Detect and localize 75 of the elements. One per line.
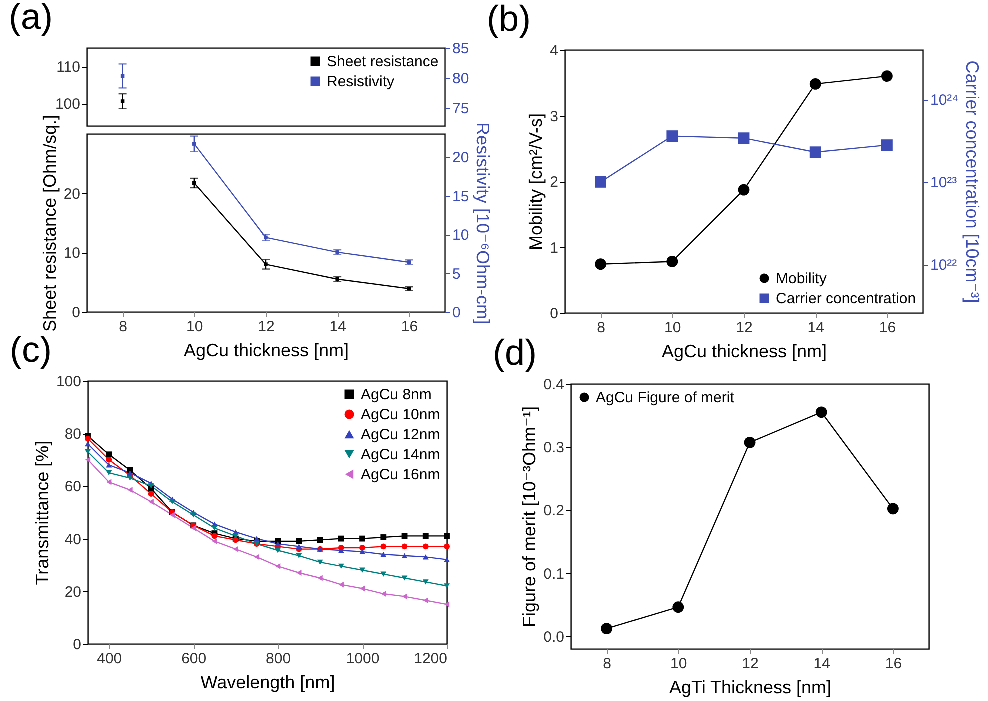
- legend-label: AgCu 10nm: [361, 406, 440, 424]
- y-tick-label: 0: [72, 304, 80, 322]
- x-tick-label: 14: [814, 656, 830, 672]
- y-tick-label: 40: [64, 531, 82, 548]
- x-tick-label: 1200: [414, 650, 448, 668]
- legend-label: Mobility: [776, 270, 828, 288]
- x-tick-label: 14: [330, 318, 346, 336]
- chart-title: (d): [493, 332, 537, 373]
- y2-tick-label: 10: [452, 227, 470, 244]
- y-axis-title: Sheet resistance [Ohm/sq.]: [40, 114, 60, 332]
- y-tick-label: 4: [550, 42, 558, 60]
- y-tick-label: 0.0: [544, 628, 564, 646]
- y-tick-label: 0: [550, 306, 558, 322]
- y-tick-label: 0.1: [544, 566, 564, 583]
- x-axis-title: AgTi Thickness [nm]: [669, 678, 832, 698]
- y-tick-label: 80: [64, 426, 82, 444]
- legend-label: AgCu 16nm: [361, 466, 440, 484]
- y2-axis-title: Carrier concentration [10cm⁻³]: [962, 60, 983, 304]
- x-tick-label: 10: [670, 656, 688, 672]
- y-tick-label: 0.4: [544, 376, 564, 394]
- x-tick-label: 16: [401, 318, 418, 336]
- x-tick-label: 14: [808, 320, 824, 336]
- x-axis-title: AgCu thickness [nm]: [662, 342, 828, 362]
- y2-axis-title: Resistivity [10⁻⁶Ohm-cm]: [473, 122, 494, 324]
- chart-title: (a): [9, 0, 53, 37]
- legend-label: AgCu Figure of merit: [596, 390, 736, 406]
- x-tick-label: 8: [597, 320, 606, 336]
- y-tick-label: 0: [73, 636, 82, 654]
- x-tick-label: 12: [742, 656, 759, 672]
- y2-tick-label: 20: [452, 150, 470, 167]
- y-tick-label: 100: [56, 374, 82, 390]
- x-tick-label: 12: [258, 318, 275, 336]
- x-tick-label: 16: [885, 656, 902, 672]
- x-tick-label: 800: [266, 650, 292, 668]
- y2-tick-label: 85: [452, 40, 470, 58]
- y2-tick-label: 15: [452, 188, 470, 206]
- y-tick-label: 0.2: [544, 502, 564, 520]
- x-tick-label: 8: [119, 318, 128, 336]
- legend-label: Carrier concentration: [776, 290, 916, 308]
- x-tick-label: 16: [879, 320, 896, 336]
- y-tick-label: 0.3: [544, 440, 564, 457]
- y-tick-label: 20: [64, 186, 80, 203]
- x-axis-title: AgCu thickness [nm]: [184, 340, 350, 360]
- y-axis-title: Mobility [cm²/V-s]: [526, 113, 546, 251]
- y2-tick-label: 0: [452, 304, 461, 322]
- y-tick-label: 20: [64, 584, 82, 601]
- legend-label: Sheet resistance: [327, 54, 439, 70]
- y2-tick-label: 10²⁴: [930, 92, 959, 110]
- y-tick-label: 100: [55, 96, 80, 114]
- legend-label: AgCu 12nm: [361, 426, 440, 444]
- y2-tick-label: 10²²: [930, 257, 958, 274]
- legend-label: AgCu 8nm: [361, 386, 432, 404]
- y-axis-title: Figure of merit [10⁻³Ohm⁻¹]: [520, 406, 540, 628]
- x-tick-label: 400: [97, 650, 122, 668]
- y2-tick-label: 80: [452, 70, 470, 88]
- x-tick-label: 600: [182, 650, 207, 668]
- y-tick-label: 60: [64, 478, 82, 496]
- y-tick-label: 2: [550, 174, 558, 191]
- x-tick-label: 8: [603, 656, 612, 672]
- legend-label: Resistivity: [327, 74, 396, 90]
- x-tick-label: 1000: [346, 650, 380, 668]
- y-tick-label: 1: [550, 240, 558, 257]
- y2-tick-label: 5: [452, 266, 461, 283]
- chart-title: (b): [487, 0, 531, 39]
- y-tick-label: 110: [56, 59, 80, 76]
- x-axis-title: Wavelength [nm]: [200, 672, 336, 692]
- x-tick-label: 12: [736, 320, 753, 336]
- y2-tick-label: 75: [452, 100, 470, 118]
- y2-tick-label: 10²³: [930, 174, 958, 192]
- y-axis-title: Transmittance [%]: [32, 440, 52, 586]
- y-tick-label: 10: [64, 245, 80, 262]
- y-tick-label: 3: [550, 108, 558, 126]
- legend-label: AgCu 14nm: [361, 446, 440, 464]
- x-tick-label: 10: [664, 320, 682, 336]
- x-tick-label: 10: [186, 318, 204, 336]
